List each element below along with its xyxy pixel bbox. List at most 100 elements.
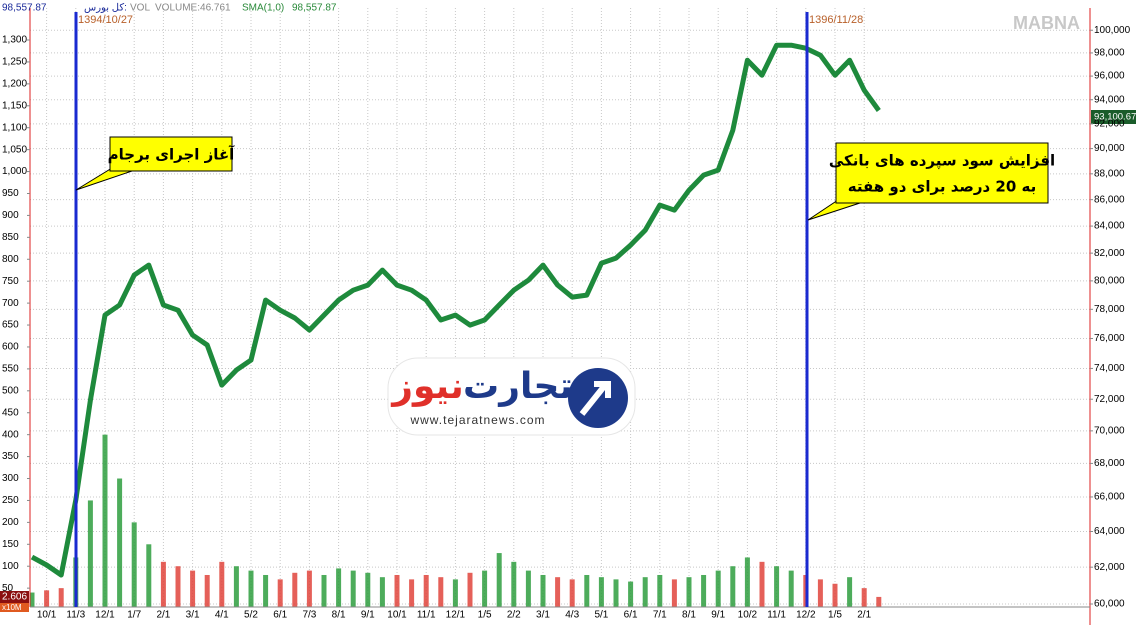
y2-tick-label: 84,000	[1094, 221, 1125, 232]
volume-bar	[263, 574, 269, 607]
volume-bar	[277, 579, 283, 607]
volume-bar	[817, 579, 823, 607]
volume-bar	[452, 579, 458, 607]
x-tick-label: 1/5	[478, 610, 492, 621]
y2-tick-label: 62,000	[1094, 562, 1125, 573]
y-tick-label: 1,200	[2, 79, 27, 90]
volume-bar	[306, 570, 312, 607]
x-tick-label: 1/7	[127, 610, 141, 621]
y2-tick-label: 72,000	[1094, 394, 1125, 405]
callout-box	[109, 136, 233, 172]
y-tick-label: 100	[2, 561, 19, 572]
x-tick-label: 9/1	[361, 610, 375, 621]
y2-tick-label: 96,000	[1094, 71, 1125, 82]
volume-bar	[540, 574, 546, 607]
volume-bar	[292, 572, 298, 607]
y-tick-label: 750	[2, 276, 19, 287]
volume-bar	[350, 570, 356, 607]
index-value: 98,557.87	[2, 3, 47, 14]
y-tick-label: 50	[2, 583, 14, 594]
callout-text: افزایش سود سپرده های بانکی	[829, 152, 1055, 171]
volume-bar	[175, 566, 181, 607]
volume-bar	[394, 574, 400, 607]
x-tick-label: 12/1	[446, 610, 466, 621]
x-tick-label: 7/1	[653, 610, 667, 621]
volume-bar	[131, 522, 137, 607]
y2-tick-label: 86,000	[1094, 194, 1125, 205]
volume-bar	[511, 561, 517, 607]
y-tick-label: 950	[2, 188, 19, 199]
volume-bar	[438, 577, 444, 607]
x-tick-label: 11/1	[417, 610, 436, 621]
volume-bar	[832, 583, 838, 607]
y-tick-label: 500	[2, 385, 19, 396]
event-date: 1396/11/28	[809, 14, 863, 26]
y2-tick-label: 70,000	[1094, 425, 1125, 436]
last-price-box	[1091, 110, 1136, 124]
volume-bar	[642, 577, 648, 607]
y2-tick-label: 94,000	[1094, 94, 1125, 105]
volume-now-box	[0, 591, 29, 603]
x-tick-label: 11/3	[66, 610, 85, 621]
volume-bar	[190, 570, 196, 607]
volume-bar	[204, 574, 210, 607]
volume-bar	[555, 577, 561, 607]
volume-bar	[671, 579, 677, 607]
x-tick-label: 5/1	[594, 610, 608, 621]
volume-name: VOL	[130, 3, 150, 14]
y-tick-label: 300	[2, 473, 19, 484]
x-tick-label: 2/2	[507, 610, 521, 621]
volume-bar	[788, 570, 794, 607]
volume-bar	[525, 570, 531, 607]
grid-layer	[30, 8, 1090, 607]
line-layer	[30, 42, 881, 578]
y-tick-label: 1,150	[2, 100, 27, 111]
volume-bar	[379, 577, 385, 607]
x-tick-label: 2/1	[156, 610, 170, 621]
volume-bar	[584, 574, 590, 607]
y-tick-label: 350	[2, 451, 19, 462]
volume-bar	[248, 570, 254, 607]
y-tick-label: 200	[2, 517, 19, 528]
volume-bar	[686, 577, 692, 607]
sma-label: SMA(1,0)	[242, 3, 284, 14]
y-tick-label: 250	[2, 495, 19, 506]
y2-tick-label: 78,000	[1094, 304, 1125, 315]
y2-tick-label: 92,000	[1094, 119, 1125, 130]
x-tick-label: 8/1	[332, 610, 346, 621]
volume-bar	[876, 596, 882, 607]
y-tick-label: 650	[2, 320, 19, 331]
x-tick-label: 1/5	[828, 610, 842, 621]
volume-bar	[321, 574, 327, 607]
event-date: 1394/10/27	[78, 14, 133, 26]
logo-arrow	[579, 381, 611, 416]
volume-bar	[117, 478, 123, 607]
x-tick-label: 6/1	[273, 610, 287, 621]
watermark: MABNA	[1013, 13, 1080, 33]
volume-bar	[657, 574, 663, 607]
volume-bar	[730, 566, 736, 607]
volume-bar	[744, 557, 750, 607]
y-tick-label: 850	[2, 232, 19, 243]
y2-tick-label: 90,000	[1094, 143, 1125, 154]
y-tick-label: 450	[2, 407, 19, 418]
y2-tick-label: 82,000	[1094, 248, 1125, 259]
volume-bar	[219, 561, 225, 607]
x-tick-label: 3/1	[186, 610, 200, 621]
volume-bar	[628, 581, 634, 607]
x-tick-label: 12/1	[95, 610, 115, 621]
volume-bar	[336, 568, 342, 607]
volume-bar	[847, 577, 853, 607]
y2-tick-label: 64,000	[1094, 526, 1125, 537]
volume-label: VOLUME:46.761	[155, 3, 231, 14]
y2-tick-label: 68,000	[1094, 458, 1125, 469]
y-tick-label: 900	[2, 210, 19, 221]
y2-tick-label: 80,000	[1094, 276, 1125, 287]
volume-bar	[774, 566, 780, 607]
logo-url: www.tejaratnews.com	[409, 413, 545, 427]
y-tick-label: 1,300	[2, 35, 27, 46]
x-tick-label: 2/1	[857, 610, 871, 621]
y-tick-label: 800	[2, 254, 19, 265]
x-tick-label: 4/3	[565, 610, 579, 621]
